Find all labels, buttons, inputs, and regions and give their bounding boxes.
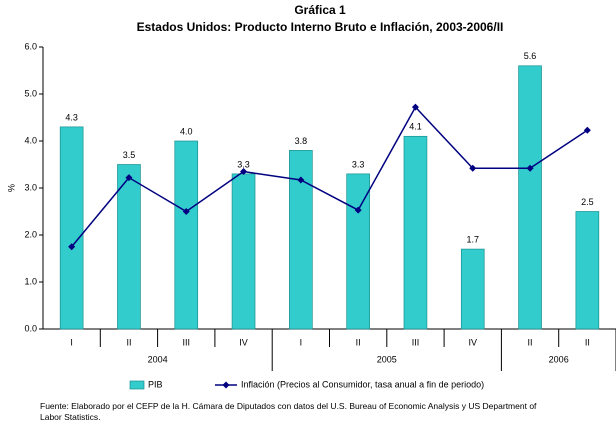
chart: Gráfica 1 Estados Unidos: Producto Inter… <box>6 3 616 390</box>
bar <box>117 164 141 330</box>
bar <box>174 140 199 330</box>
line-marker <box>583 126 591 134</box>
data-label: 3.5 <box>123 150 136 160</box>
x-tick-label: III <box>182 337 190 347</box>
x-tick-label: II <box>528 337 533 347</box>
source-note: Fuente: Elaborado por el CEFP de la H. C… <box>40 401 537 422</box>
x-tick-label: II <box>126 337 131 347</box>
bar <box>403 135 428 330</box>
x-tick-label: II <box>356 337 361 347</box>
chart-subtitle: Estados Unidos: Producto Interno Bruto e… <box>137 20 504 34</box>
x-tick-label: III <box>412 337 420 347</box>
legend-swatch <box>129 380 145 390</box>
y-tick-label: 1.0 <box>24 276 37 286</box>
y-tick-label: 4.0 <box>24 135 37 145</box>
bar <box>59 126 84 330</box>
line-marker <box>68 243 76 251</box>
legend-label: PIB <box>148 379 163 389</box>
data-label: 3.3 <box>352 159 365 169</box>
bar <box>346 173 370 330</box>
line-marker <box>469 164 477 172</box>
y-axis-label: % <box>6 184 16 192</box>
x-tick-label: IV <box>239 337 248 347</box>
data-label: 3.3 <box>237 159 250 169</box>
data-label: 3.8 <box>295 136 308 146</box>
data-label: 4.1 <box>409 122 422 132</box>
y-tick-label: 3.0 <box>24 182 37 192</box>
y-tick-label: 6.0 <box>24 41 37 51</box>
line-marker <box>354 206 362 214</box>
x-tick-label: I <box>70 337 73 347</box>
line <box>71 105 588 248</box>
data-label: 4.0 <box>180 126 193 136</box>
y-tick-label: 5.0 <box>24 88 37 98</box>
x-tick-label: I <box>300 337 303 347</box>
group-label: 2005 <box>377 354 397 364</box>
line-marker <box>411 103 419 111</box>
x-tick-label: II <box>585 337 590 347</box>
y-tick-label: 2.0 <box>24 229 37 239</box>
line-marker <box>526 164 534 172</box>
bar <box>575 211 600 330</box>
line-marker <box>182 208 190 215</box>
data-label: 5.6 <box>524 51 537 61</box>
line-marker <box>297 176 305 184</box>
group-label: 2004 <box>148 354 168 364</box>
bar <box>518 65 542 330</box>
y-tick-label: 0.0 <box>24 323 37 333</box>
legend-marker <box>222 381 230 389</box>
legend-label: Inflación (Precios al Consumidor, tasa a… <box>241 379 484 389</box>
line-marker <box>125 174 133 182</box>
bar <box>289 150 313 330</box>
bar <box>460 248 485 330</box>
line-marker <box>240 168 248 176</box>
x-tick-label: IV <box>468 337 477 347</box>
data-label: 2.5 <box>581 197 594 207</box>
data-label: 1.7 <box>466 234 479 244</box>
chart-title: Gráfica 1 <box>294 3 346 17</box>
bar <box>231 173 256 330</box>
group-label: 2006 <box>549 354 569 364</box>
data-label: 4.3 <box>65 112 78 122</box>
